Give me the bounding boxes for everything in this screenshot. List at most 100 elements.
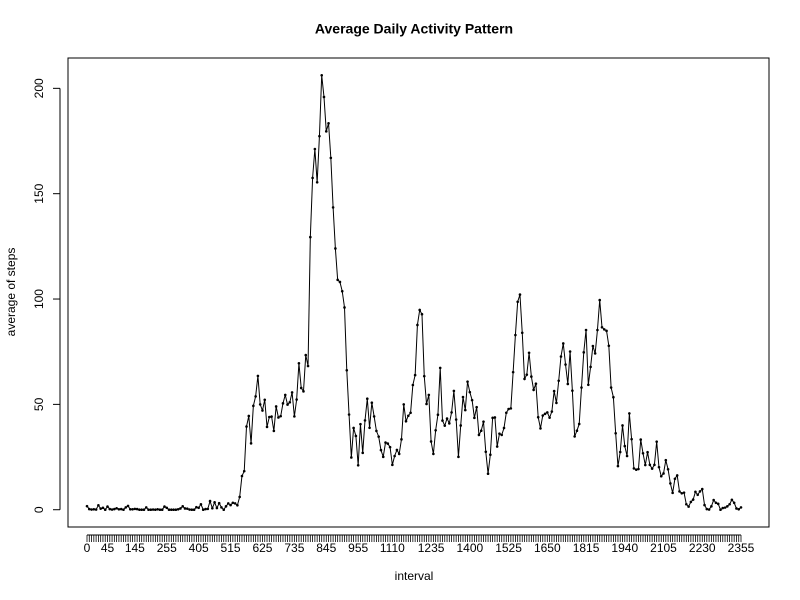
data-point xyxy=(623,444,627,448)
data-point xyxy=(650,467,654,470)
data-point xyxy=(703,503,706,507)
data-point xyxy=(625,454,629,458)
data-point xyxy=(110,508,114,511)
data-point xyxy=(691,498,695,501)
x-tick-label: 515 xyxy=(221,541,241,555)
x-tick-label: 405 xyxy=(189,541,209,555)
x-tick-label: 1235 xyxy=(418,541,445,555)
data-point xyxy=(242,469,246,473)
data-point xyxy=(657,465,661,469)
data-point xyxy=(737,508,741,511)
data-point xyxy=(687,505,690,508)
data-point xyxy=(413,373,417,377)
data-point xyxy=(295,398,298,401)
x-tick-label: 845 xyxy=(316,541,336,555)
data-point xyxy=(402,403,406,406)
data-point xyxy=(90,508,93,511)
data-point xyxy=(195,505,198,509)
data-point xyxy=(149,508,153,512)
data-point xyxy=(723,506,727,509)
data-point xyxy=(270,415,273,418)
data-point xyxy=(509,407,513,410)
data-point xyxy=(514,333,517,337)
data-point xyxy=(108,507,112,511)
data-point xyxy=(201,508,205,512)
data-point xyxy=(133,507,137,511)
data-point xyxy=(381,455,385,459)
data-point xyxy=(106,505,109,508)
data-point xyxy=(721,506,725,510)
data-point xyxy=(632,467,636,470)
chart-title: Average Daily Activity Pattern xyxy=(315,21,513,37)
data-point xyxy=(154,508,157,512)
data-point xyxy=(605,329,608,333)
data-point xyxy=(552,389,556,393)
data-point xyxy=(135,507,139,511)
data-point xyxy=(252,404,255,408)
data-point xyxy=(698,490,702,493)
data-point xyxy=(167,508,171,512)
data-point xyxy=(281,402,285,405)
data-point xyxy=(452,389,456,393)
data-point xyxy=(450,411,453,414)
data-point xyxy=(479,429,483,433)
data-point xyxy=(343,306,346,309)
data-point xyxy=(372,415,376,418)
data-point xyxy=(211,506,214,510)
data-point xyxy=(607,344,611,348)
x-tick-label: 45 xyxy=(101,541,115,555)
data-point xyxy=(438,366,442,370)
data-point xyxy=(379,448,383,452)
x-tick-label: 955 xyxy=(348,541,368,555)
data-point xyxy=(331,206,335,209)
data-point xyxy=(407,414,410,418)
data-point xyxy=(712,498,715,502)
data-point xyxy=(87,507,91,511)
data-point xyxy=(577,422,581,426)
data-point xyxy=(311,176,314,180)
x-tick-label: 2105 xyxy=(650,541,677,555)
data-point xyxy=(365,397,369,400)
y-tick-label: 150 xyxy=(32,183,46,203)
data-point xyxy=(504,411,508,415)
data-point xyxy=(457,455,460,459)
data-point xyxy=(618,450,622,454)
data-point xyxy=(434,428,437,432)
data-point xyxy=(144,506,148,509)
data-point xyxy=(377,435,380,438)
data-point xyxy=(732,501,736,505)
data-point xyxy=(97,503,100,507)
data-point xyxy=(596,328,599,332)
data-point xyxy=(113,507,116,511)
data-point xyxy=(678,490,681,493)
data-point xyxy=(700,487,704,491)
data-point xyxy=(254,395,257,398)
data-point xyxy=(338,280,342,284)
data-point xyxy=(375,429,378,433)
data-point xyxy=(267,415,271,419)
data-point xyxy=(559,355,563,358)
data-point xyxy=(486,472,490,475)
x-tick-label: 625 xyxy=(252,541,272,555)
data-point xyxy=(347,413,351,416)
data-point xyxy=(580,386,583,389)
data-point xyxy=(174,508,178,512)
data-point xyxy=(680,491,684,495)
data-point xyxy=(370,401,374,404)
plot-box xyxy=(67,57,770,528)
data-point xyxy=(165,506,169,510)
x-tick-label: 1940 xyxy=(611,541,638,555)
data-point xyxy=(705,507,709,511)
data-point xyxy=(689,500,693,504)
data-point xyxy=(94,508,98,511)
data-point xyxy=(245,425,248,428)
data-point xyxy=(395,448,399,452)
data-point xyxy=(669,482,672,485)
data-point xyxy=(313,147,317,151)
data-point xyxy=(454,418,458,421)
data-point xyxy=(468,390,472,394)
x-tick-label: 1650 xyxy=(534,541,561,555)
data-point xyxy=(397,452,401,456)
data-point xyxy=(320,73,324,77)
